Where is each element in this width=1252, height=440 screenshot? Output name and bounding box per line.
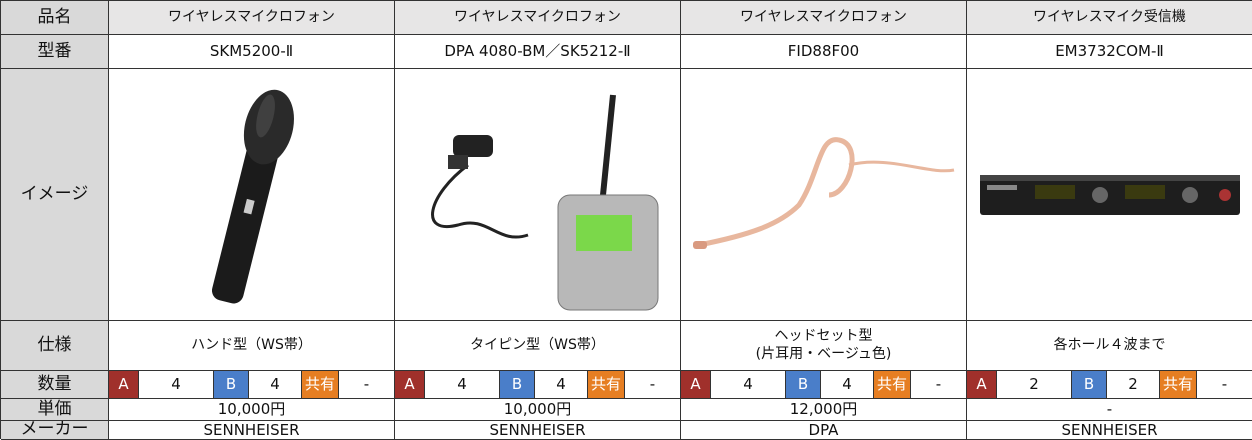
image [211, 89, 294, 303]
image [979, 174, 1240, 215]
quantity-count: 2 [997, 371, 1072, 399]
row-label: 品名 [1, 1, 109, 35]
maker: SENNHEISER [395, 421, 681, 440]
quantity-count: 4 [711, 371, 786, 399]
spec: 各ホール４波まで [967, 321, 1252, 371]
spec: タイピン型（WS帯） [395, 321, 681, 371]
maker: SENNHEISER [109, 421, 395, 440]
price: 10,000円 [395, 399, 681, 421]
quantity-count: 4 [821, 371, 874, 399]
quantity-label: 共有 [1160, 371, 1197, 399]
quantity-label: 共有 [302, 371, 339, 399]
spec: ヘッドセット型 (片耳用・ベージュ色) [681, 321, 967, 371]
product-image [395, 69, 681, 321]
quantity-count: - [339, 371, 395, 399]
product-name: ワイヤレスマイク受信機 [967, 1, 1252, 35]
quantity-count: 4 [249, 371, 302, 399]
quantity-label: 共有 [588, 371, 625, 399]
quantity-label: A [967, 371, 997, 399]
product-image [681, 69, 967, 321]
product-image [967, 69, 1252, 321]
image [692, 136, 954, 249]
price: 10,000円 [109, 399, 395, 421]
quantity-label: B [1072, 371, 1107, 399]
quantity-label: 共有 [874, 371, 911, 399]
quantity-count: - [1197, 371, 1252, 399]
price: - [967, 399, 1252, 421]
price: 12,000円 [681, 399, 967, 421]
quantity-count: 2 [1107, 371, 1160, 399]
quantity-count: 4 [535, 371, 588, 399]
quantity-label: B [214, 371, 249, 399]
row-label: 仕様 [1, 321, 109, 371]
maker: SENNHEISER [967, 421, 1252, 440]
product-name: ワイヤレスマイクロフォン [395, 1, 681, 35]
quantity-count: 4 [425, 371, 500, 399]
spec-line: 各ホール４波まで [1053, 336, 1166, 353]
spec-line: ハンド型（WS帯） [191, 336, 312, 353]
row-label: 単価 [1, 399, 109, 421]
spec: ハンド型（WS帯） [109, 321, 395, 371]
maker: DPA [681, 421, 967, 440]
product-name: ワイヤレスマイクロフォン [109, 1, 395, 35]
model: DPA 4080-BM／SK5212-Ⅱ [395, 35, 681, 69]
image [430, 94, 658, 310]
quantity-count: 4 [139, 371, 214, 399]
row-label: メーカー [1, 421, 109, 440]
product-name: ワイヤレスマイクロフォン [681, 1, 967, 35]
spec-line: ヘッドセット型 [774, 328, 873, 344]
quantity-label: A [681, 371, 711, 399]
quantity-label: A [395, 371, 425, 399]
quantity-label: A [109, 371, 139, 399]
quantity-count: - [911, 371, 967, 399]
spec-line: タイピン型（WS帯） [470, 336, 605, 353]
model: EM3732COM-Ⅱ [967, 35, 1252, 69]
quantity-label: B [500, 371, 535, 399]
model: SKM5200-Ⅱ [109, 35, 395, 69]
row-label: 数量 [1, 371, 109, 399]
product-image [109, 69, 395, 321]
quantity-label: B [786, 371, 821, 399]
quantity-count: - [625, 371, 681, 399]
spec-line: (片耳用・ベージュ色) [755, 345, 892, 362]
model: FID88F00 [681, 35, 967, 69]
row-label: 型番 [1, 35, 109, 69]
row-label: イメージ [1, 69, 109, 321]
